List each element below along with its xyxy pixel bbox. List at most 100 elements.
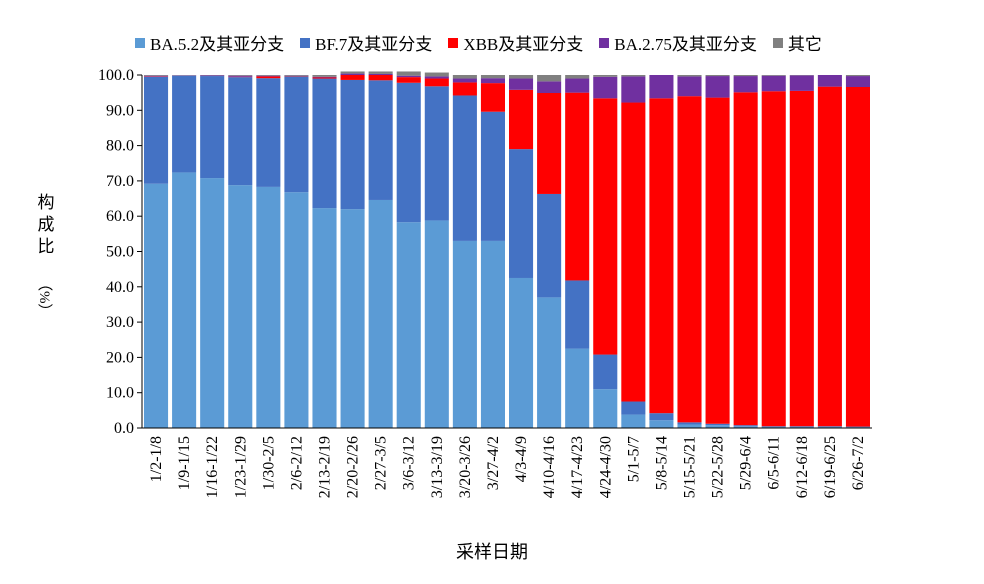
bar-segment [424,78,449,87]
y-tick-label: 70.0 [106,173,134,190]
bar-segment [621,401,646,415]
legend-swatch-xbb [448,37,459,48]
x-tick-label: 3/27-4/2 [485,436,502,490]
bar-segment [761,426,786,428]
bar-segment [845,426,870,428]
y-tick-label: 60.0 [106,208,134,225]
bar-segment [705,75,730,77]
x-tick-label: 3/13-3/19 [429,436,446,498]
bar-segment [480,83,505,112]
x-tick-label: 1/9-1/15 [176,436,193,490]
legend-item-bf7: BF.7及其亚分支 [300,30,432,55]
bar-segment [284,76,309,193]
bar-segment [172,172,197,428]
bar-segment [621,76,646,103]
bar-segment [340,75,365,80]
bar-segment [677,75,702,77]
bar-segment [144,75,169,76]
y-tick-label: 40.0 [106,279,134,296]
bar-segment [256,78,281,187]
bar-segment [593,354,618,390]
y-tick-label: 0.0 [114,420,134,437]
bar-segment [789,90,814,427]
bar-segment [817,426,842,427]
bar-segment [509,149,534,278]
bar-segment [705,423,730,426]
legend-item-xbb: XBB及其亚分支 [448,30,583,55]
bar-segment [761,426,786,427]
bar-segment [424,86,449,221]
x-tick-label: 1/23-1/29 [232,436,249,498]
y-tick-label: 90.0 [106,102,134,119]
bar-segment [761,91,786,427]
x-tick-label: 4/17-4/23 [569,436,586,498]
bar-segment [368,73,393,75]
bar-segment [452,82,477,96]
bar-segment [565,92,590,281]
legend-label-ba52: BA.5.2及其亚分支 [150,35,285,54]
bar-segment [845,87,870,427]
legend-item-other: 其它 [772,30,822,55]
bar-segment [705,76,730,98]
x-tick-label: 5/29-6/4 [738,436,755,490]
x-axis-label: 采样日期 [456,542,528,562]
bar-segment [845,76,870,88]
bar-segment [424,72,449,77]
bar-segment [789,426,814,427]
bar-segment [649,420,674,428]
bar-segment [424,220,449,428]
bar-segment [424,76,449,79]
x-tick-label: 4/10-4/16 [541,436,558,498]
bar-segment [537,297,562,428]
bar-segment [761,75,786,76]
y-axis-unit: （%） [36,276,52,319]
x-tick-label: 6/26-7/2 [850,436,867,490]
bar-segment [396,75,421,78]
bar-segment [396,71,421,76]
x-tick-label: 3/20-3/26 [457,436,474,498]
bar-segment [228,75,253,76]
legend-swatch-ba275 [599,37,610,48]
y-tick-label: 20.0 [106,349,134,366]
bar-segment [733,75,758,77]
bar-segment [340,79,365,210]
bar-segment [593,75,618,77]
bar-segment [593,98,618,355]
bar-segment [144,76,169,184]
x-tick-label: 6/5-6/11 [766,436,783,490]
bar-segment [480,75,505,79]
y-tick-label: 50.0 [106,244,134,261]
bar-segment [649,413,674,421]
x-tick-label: 4/3-4/9 [513,436,530,482]
x-tick-label: 2/20-2/26 [345,436,362,498]
bar-segment [368,75,393,81]
bar-segment [565,75,590,79]
bar-segment [705,425,730,428]
bar-segment [396,77,421,83]
bar-segment [284,75,309,76]
bar-segment [340,209,365,428]
bar-segment [677,76,702,97]
legend-swatch-ba52 [135,37,145,48]
bar-segment [677,96,702,423]
x-tick-label: 6/19-6/25 [822,436,839,498]
bar-segment [200,76,225,179]
bar-segment [761,75,786,92]
bar-segment [733,92,758,426]
x-tick-label: 5/8-5/14 [653,436,670,490]
bar-segment [340,71,365,74]
legend-label-ba275: BA.2.75及其亚分支 [614,35,757,54]
bar-segment [368,199,393,428]
bar-segment [284,192,309,428]
bar-segment [228,75,253,77]
legend-label-other: 其它 [787,35,822,54]
bar-segment [200,178,225,428]
x-tick-label: 4/24-4/30 [597,436,614,498]
bar-segment [480,78,505,84]
y-tick-label: 30.0 [106,314,134,331]
bar-segment [452,95,477,241]
x-tick-label: 2/27-3/5 [373,436,390,490]
bar-segment [621,102,646,402]
bar-segment [172,75,197,173]
